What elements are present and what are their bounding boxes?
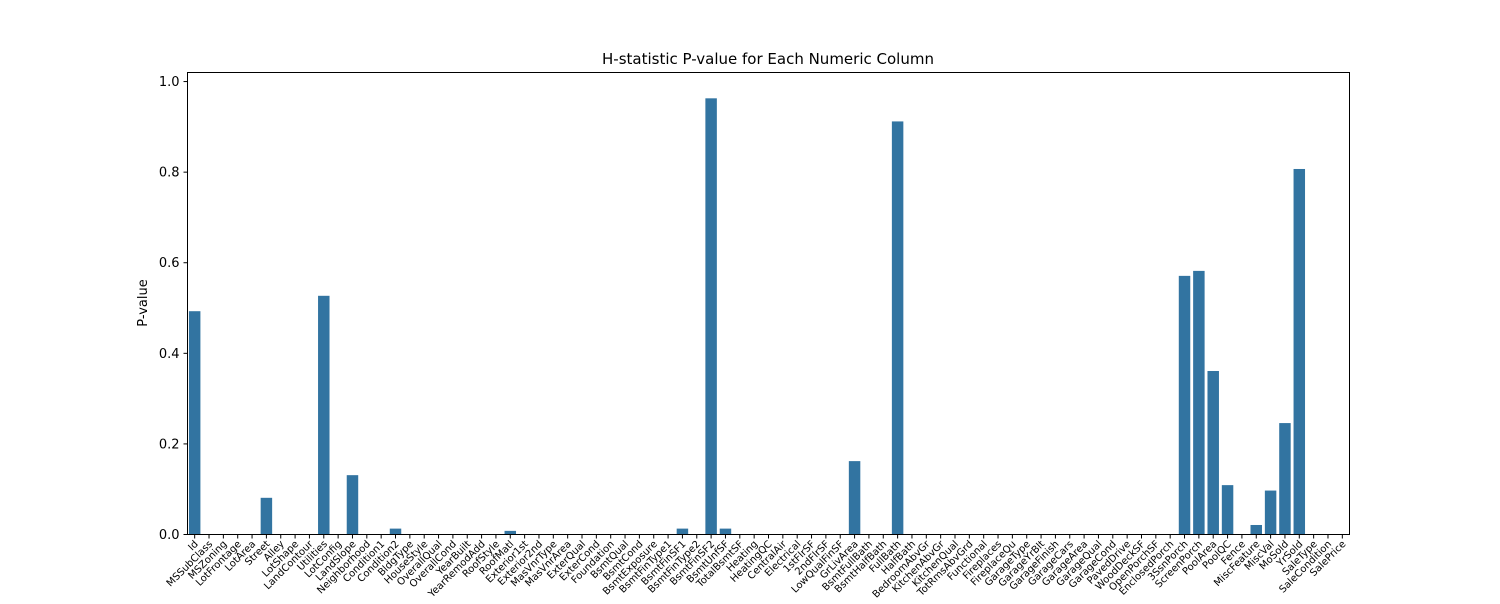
bar-GrLivArea <box>848 461 861 535</box>
y-axis: 0.0 0.2 0.4 0.6 0.8 1.0 <box>159 75 188 543</box>
bar-PoolArea <box>1207 370 1219 535</box>
y-tick-label: 1.0 <box>159 75 180 90</box>
bar-Condition2 <box>389 528 402 535</box>
bar-Street <box>260 497 273 535</box>
bar-ScreenPorch <box>1193 270 1205 535</box>
bar-RoofMatl <box>504 530 517 535</box>
bar-MiscVal <box>1264 490 1277 535</box>
bars-group <box>188 98 1306 535</box>
y-tick-label: 0.6 <box>159 256 180 271</box>
bar-BsmtFinSF1 <box>676 528 689 535</box>
y-tick-label: 0.2 <box>159 437 180 452</box>
y-tick-label: 0.8 <box>159 166 180 181</box>
y-tick-label: 0.4 <box>159 347 180 362</box>
bar-MiscFeature <box>1250 524 1262 535</box>
bar-Id <box>188 311 201 535</box>
bar-YrSold <box>1293 168 1306 535</box>
bar-LandSlope <box>346 475 359 535</box>
plot-frame <box>187 72 1350 535</box>
bar-Utilities <box>318 295 330 535</box>
bar-PoolQC <box>1221 485 1234 535</box>
bar-BsmtFinSF2 <box>705 98 717 535</box>
bar-3SsnPorch <box>1178 275 1191 535</box>
y-tick-label: 0.0 <box>159 528 180 543</box>
bar-FullBath <box>891 121 904 535</box>
bar-BsmtUnfSF <box>719 528 732 535</box>
x-axis: IdMSSubClassMSZoningLotFrontageLotAreaSt… <box>165 534 1348 601</box>
bar-MoSold <box>1279 423 1291 535</box>
y-axis-label: P-value <box>136 279 151 326</box>
chart-title: H-statistic P-value for Each Numeric Col… <box>602 50 934 68</box>
